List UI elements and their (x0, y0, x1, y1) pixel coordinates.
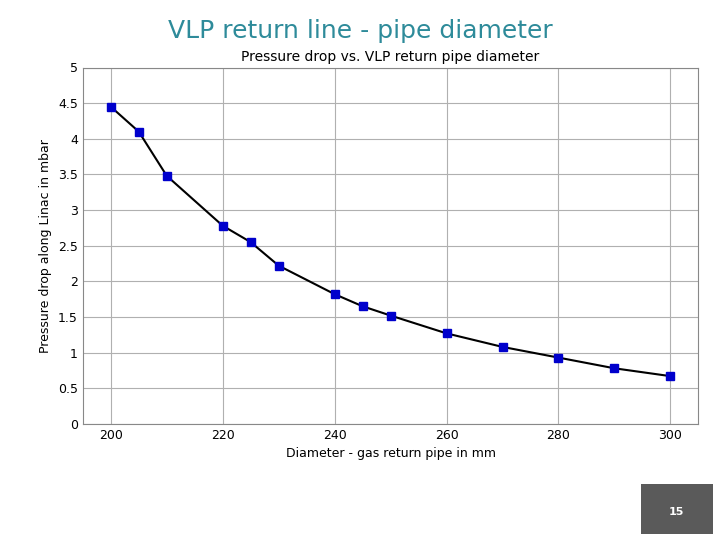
FancyBboxPatch shape (641, 484, 713, 534)
Title: Pressure drop vs. VLP return pipe diameter: Pressure drop vs. VLP return pipe diamet… (241, 50, 540, 64)
X-axis label: Diameter - gas return pipe in mm: Diameter - gas return pipe in mm (286, 447, 495, 460)
Text: ESS | Helium Distribution | 2013-01-09 |   Torsten Koettig: ESS | Helium Distribution | 2013-01-09 |… (116, 507, 431, 517)
Y-axis label: Pressure drop along Linac in mbar: Pressure drop along Linac in mbar (40, 139, 53, 353)
Text: VLP return line - pipe diameter: VLP return line - pipe diameter (168, 19, 552, 43)
Text: 15: 15 (669, 507, 685, 517)
